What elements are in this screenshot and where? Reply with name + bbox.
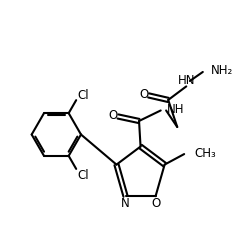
- Text: Cl: Cl: [78, 89, 89, 102]
- Text: O: O: [140, 88, 149, 101]
- Text: Cl: Cl: [78, 168, 89, 181]
- Text: CH₃: CH₃: [195, 146, 216, 160]
- Text: O: O: [151, 197, 160, 209]
- Text: N: N: [121, 197, 130, 209]
- Text: HN: HN: [178, 74, 195, 87]
- Text: NH: NH: [167, 102, 185, 115]
- Text: O: O: [109, 109, 118, 122]
- Text: NH₂: NH₂: [211, 64, 234, 77]
